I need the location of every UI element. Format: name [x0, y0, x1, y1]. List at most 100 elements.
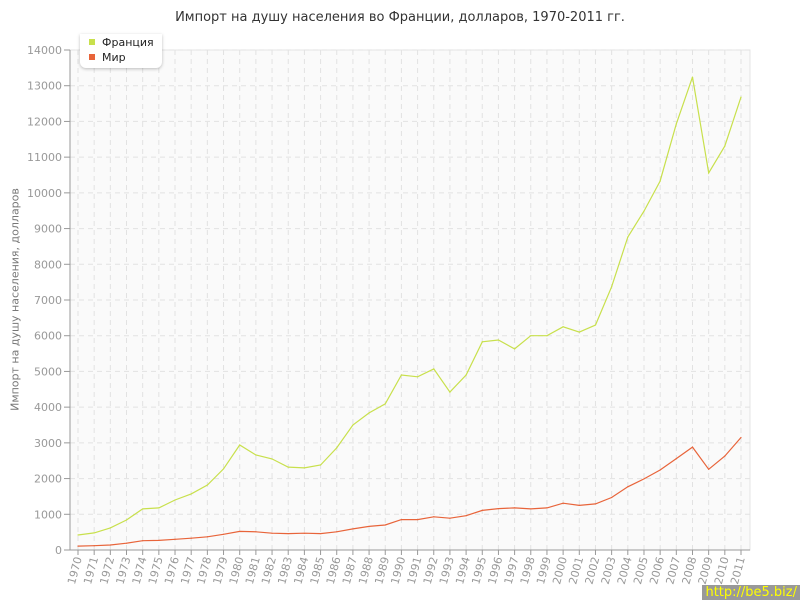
data-point — [336, 531, 338, 533]
data-point — [627, 486, 629, 488]
data-point — [287, 532, 289, 535]
y-tick-label: 14000 — [27, 44, 62, 57]
data-point — [319, 532, 322, 535]
y-tick-label: 13000 — [27, 80, 62, 93]
y-tick-label: 7000 — [34, 294, 62, 307]
data-point — [546, 507, 548, 509]
data-point — [611, 286, 613, 288]
data-point — [578, 504, 580, 506]
y-tick-label: 11000 — [27, 151, 62, 164]
y-tick-label: 0 — [55, 544, 62, 557]
y-tick-label: 8000 — [34, 258, 62, 271]
y-tick-label: 1000 — [34, 508, 62, 521]
data-point — [400, 374, 403, 376]
data-point — [514, 348, 516, 350]
data-point — [449, 391, 451, 393]
data-point — [562, 326, 564, 328]
data-point — [465, 515, 467, 517]
legend: Франция Мир — [80, 34, 162, 68]
data-point — [481, 341, 483, 343]
y-tick-label: 6000 — [34, 330, 62, 343]
data-point — [158, 539, 160, 541]
data-point — [691, 76, 694, 78]
data-point — [190, 537, 192, 539]
data-point — [93, 545, 95, 547]
data-point — [303, 532, 305, 534]
data-point — [368, 412, 370, 414]
data-point — [611, 496, 613, 499]
data-point — [724, 455, 726, 457]
data-point — [125, 519, 128, 521]
data-point — [530, 335, 532, 337]
data-point — [384, 524, 386, 526]
legend-item-world[interactable]: Мир — [89, 51, 126, 65]
data-point — [255, 531, 257, 533]
data-point — [740, 96, 742, 98]
data-point — [691, 446, 694, 448]
data-point — [562, 502, 564, 504]
data-point — [675, 123, 677, 125]
data-point — [433, 368, 435, 370]
data-point — [271, 458, 273, 460]
legend-item-france[interactable]: Франция — [89, 36, 154, 50]
y-tick-label: 3000 — [34, 437, 62, 450]
data-point — [142, 540, 144, 542]
y-tick-label: 2000 — [34, 473, 62, 486]
y-tick-label: 10000 — [27, 187, 62, 200]
data-point — [384, 403, 386, 405]
data-point — [481, 509, 483, 511]
legend-label-france: Франция — [102, 36, 154, 49]
data-point — [416, 519, 419, 521]
data-point — [271, 532, 273, 534]
data-point — [594, 503, 597, 505]
data-point — [239, 444, 241, 446]
data-point — [142, 508, 144, 510]
legend-swatch-france — [89, 39, 95, 45]
data-point — [125, 542, 128, 544]
data-point — [627, 236, 629, 238]
y-tick-label: 12000 — [27, 115, 62, 128]
data-point — [724, 145, 726, 147]
legend-swatch-world — [89, 54, 95, 60]
data-point — [400, 519, 403, 521]
data-point — [222, 468, 225, 470]
data-point — [109, 544, 111, 546]
data-point — [530, 508, 532, 510]
data-point — [77, 545, 79, 547]
data-point — [659, 180, 661, 182]
data-point — [109, 527, 111, 529]
data-point — [77, 534, 79, 536]
data-point — [190, 493, 192, 495]
data-point — [497, 339, 500, 341]
data-point — [594, 324, 597, 326]
data-point — [174, 499, 176, 501]
data-point — [416, 376, 419, 378]
data-point — [222, 533, 225, 535]
data-point — [255, 454, 257, 456]
data-point — [578, 331, 580, 333]
data-point — [239, 530, 241, 533]
data-point — [352, 424, 354, 426]
data-point — [206, 484, 208, 486]
data-point — [206, 536, 208, 538]
legend-label-world: Мир — [102, 51, 126, 64]
data-point — [319, 464, 322, 466]
data-point — [465, 374, 467, 376]
data-point — [675, 457, 677, 460]
watermark[interactable]: http://be5.biz/ — [702, 585, 800, 600]
data-point — [708, 172, 710, 174]
data-point — [643, 478, 645, 480]
series-line-world — [77, 437, 742, 547]
data-point — [643, 210, 645, 212]
data-point — [659, 469, 661, 471]
data-point — [93, 532, 95, 534]
data-point — [287, 466, 289, 468]
data-point — [514, 507, 516, 509]
y-tick-label: 9000 — [34, 223, 62, 236]
data-point — [740, 436, 742, 439]
data-point — [368, 525, 370, 528]
data-point — [336, 447, 338, 449]
data-point — [497, 507, 500, 510]
data-point — [174, 538, 176, 540]
